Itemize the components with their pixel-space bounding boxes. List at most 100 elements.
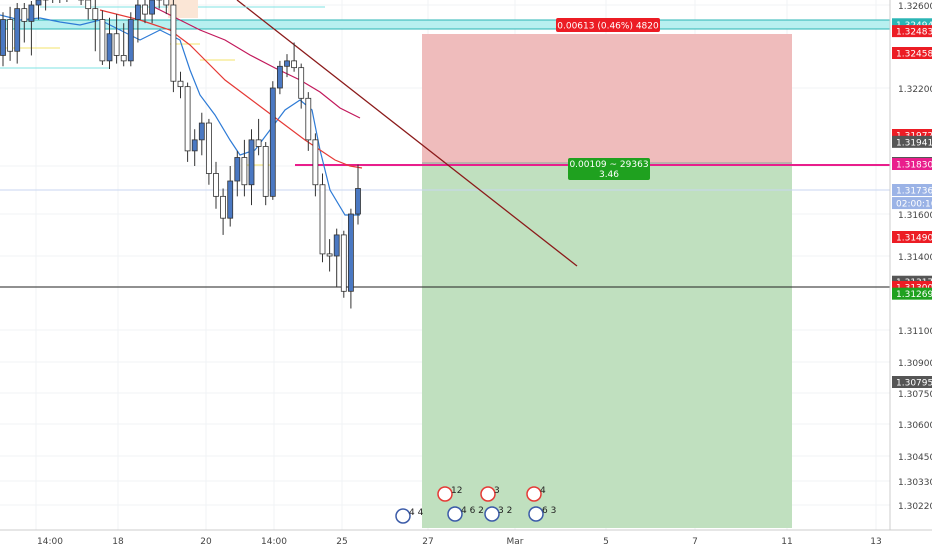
event-count: 4 6 2 [461,506,484,516]
target-label-line1: 0.00109 ~ 29363 [569,160,648,170]
price-label: 1.31736 [896,187,932,197]
price-label: 02:00:16 [896,200,932,210]
candle-body [134,4,141,20]
candle-body [0,19,6,56]
price-label-box [892,197,932,210]
time-tick-label: 13 [870,537,881,547]
ema-blue [0,14,360,216]
candle-body [127,19,134,62]
us-flag-icon [484,506,500,522]
stop-label-box [556,18,660,32]
price-label: 1.31490 [896,234,932,244]
event-count: 4 4 [409,508,424,518]
time-tick-label: 7 [692,537,698,547]
price-tick-label: 1.32200 [898,85,932,95]
target-label-line2: 3.46 [599,170,619,180]
stop-label-text: 0.00613 (0.46%) 4820 [557,22,659,32]
economic-events: 12 3 4 4 4 4 6 2 3 2 6 3 [395,486,556,524]
event-count: 12 [451,486,462,496]
price-tick-label: 1.30220 [898,502,932,512]
price-label-box [892,25,932,38]
candle-body [241,157,248,186]
event-count: 3 [494,486,500,496]
event-flag-us: 6 3 [528,506,556,522]
price-tick-label: 1.30750 [898,390,932,400]
candle-body [220,195,227,219]
candle-body [191,139,198,152]
candle-body [227,180,234,219]
event-flag-us: 4 4 [395,508,424,524]
candle-body [14,8,21,52]
candle-body [347,213,354,292]
time-tick-label: 25 [336,537,347,547]
time-tick-label: 18 [112,537,124,547]
stop-zone [422,34,792,163]
target-zone [422,163,792,528]
time-tick-label: 27 [422,537,433,547]
candle-body [184,86,191,152]
us-flag-icon [447,506,463,522]
us-flag-icon [395,508,411,524]
candle-body [355,188,361,215]
time-tick-label: 5 [603,537,609,547]
ca-flag-icon [526,486,542,502]
candle-body [28,4,35,22]
candle-body [177,80,184,88]
price-tick-label: 1.31600 [898,211,932,221]
event-count: 6 3 [542,506,556,516]
price-label-box [892,184,932,196]
ca-flag-icon [437,486,453,502]
price-tick-label: 1.31100 [898,327,932,337]
ca-flag-icon [480,486,496,502]
event-flag-ca: 4 [526,486,546,502]
candle-body [319,184,326,255]
time-axis[interactable]: 14:00 18 20 14:00 25 27 Mar 5 7 11 13 [0,529,932,550]
price-label: 1.32483 [896,28,932,38]
candle-body [213,173,219,197]
price-tick-label: 1.30330 [898,478,932,488]
price-label: 1.31269 [896,290,932,300]
candle-body [284,60,290,67]
candle-body [262,146,269,197]
candle-body [35,0,42,6]
price-tick-label: 1.30600 [898,421,932,431]
candle-body [163,0,170,6]
price-label-box [892,158,932,170]
candle-body [276,65,283,89]
candle-body [298,67,305,99]
price-label-box [892,47,932,59]
event-flag-us: 4 6 2 [447,506,484,522]
candle-body [269,87,276,197]
price-tick-label: 1.32600 [898,2,932,12]
candle-body [326,253,333,257]
price-axis[interactable]: 1.326001.322001.318001.316001.314001.311… [889,0,932,530]
price-label-box [892,376,932,388]
us-flag-icon [528,506,544,522]
price-label: 1.32458 [896,50,932,60]
candle-body [7,19,13,52]
candle-body [198,122,205,141]
price-tick-label: 1.31400 [898,253,932,263]
candle-body [340,234,347,292]
price-label-box [892,135,932,148]
candle-body [248,139,255,186]
event-count: 4 [540,486,546,496]
candle-body [142,4,148,15]
candle-body [255,139,262,147]
candle-body [149,0,156,15]
candle-body [333,234,340,257]
time-tick-label: 14:00 [37,537,63,547]
time-tick-label: 20 [200,537,212,547]
price-label-box [892,287,932,300]
candle-body [99,19,106,62]
price-tick-label: 1.30450 [898,453,932,463]
candle-body [113,33,120,56]
candle-body [106,33,113,62]
candle-body [120,55,127,62]
event-flag-us: 3 2 [484,506,512,522]
time-tick-label: 11 [781,537,792,547]
candle-body [92,8,99,20]
